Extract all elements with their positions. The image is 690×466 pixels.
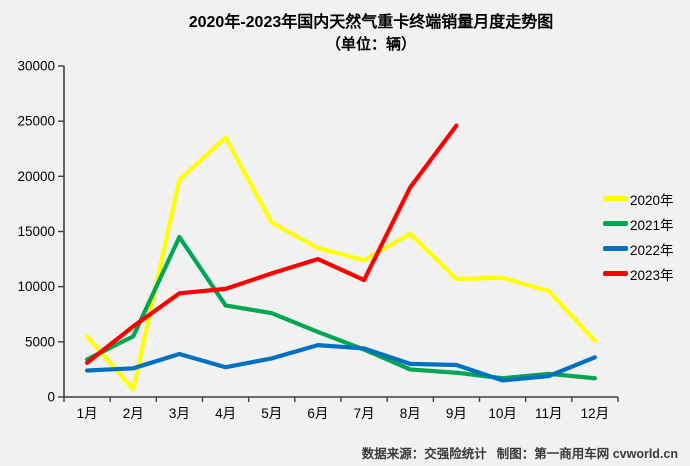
- x-axis-label: 2月: [123, 406, 144, 421]
- x-axis-label: 7月: [354, 406, 375, 421]
- legend-item-2020年: 2020年: [603, 186, 674, 211]
- series-line-2023年: [84, 123, 459, 365]
- x-axis-label: 12月: [581, 406, 610, 421]
- y-tick-label: 30000: [17, 59, 55, 74]
- chart-credit-text: 制图：第一商用车网 cvworld.cn: [496, 447, 678, 461]
- legend-swatch-2022年: [603, 246, 628, 251]
- legend-label-2020年: 2020年: [630, 192, 674, 208]
- y-tick-label: 25000: [17, 114, 55, 129]
- chart-title-line2: （单位：辆）: [325, 36, 416, 54]
- data-source-text: 数据来源：交强险统计: [361, 447, 487, 461]
- x-axis-label: 5月: [261, 406, 282, 421]
- legend-swatch-2021年: [603, 221, 628, 226]
- series-line-2022年: [84, 343, 598, 383]
- legend: 2020年 2021年 2022年 2023年: [603, 186, 674, 286]
- legend-item-2022年: 2022年: [603, 236, 674, 261]
- x-axis-label: 9月: [446, 406, 467, 421]
- series-line-2021年: [84, 234, 598, 381]
- x-axis-label: 11月: [535, 406, 563, 421]
- footer-credits: 数据来源：交强险统计 制图：第一商用车网 cvworld.cn: [352, 443, 678, 462]
- y-tick-label: 20000: [17, 169, 55, 184]
- legend-label-2023年: 2023年: [630, 267, 674, 283]
- legend-swatch-2020年: [603, 196, 628, 201]
- legend-label-2021年: 2021年: [630, 217, 674, 233]
- legend-item-2023年: 2023年: [603, 261, 674, 286]
- chart-title: 2020年-2023年国内天然气重卡终端销量月度走势图 （单位：辆）: [60, 12, 682, 55]
- y-tick-label: 15000: [17, 224, 55, 239]
- legend-item-2021年: 2021年: [603, 211, 674, 236]
- legend-label-2022年: 2022年: [630, 242, 674, 258]
- x-axis-label: 10月: [488, 406, 517, 421]
- x-axis-label: 8月: [400, 406, 421, 421]
- legend-swatch-2023年: [603, 271, 628, 276]
- series-line-2020年: [84, 135, 598, 392]
- x-axis-label: 4月: [215, 406, 236, 421]
- y-tick-label: 5000: [25, 334, 55, 349]
- chart-title-line1: 2020年-2023年国内天然气重卡终端销量月度走势图: [188, 14, 554, 31]
- y-tick-label: 10000: [17, 279, 55, 294]
- y-tick-label: 0: [47, 390, 55, 405]
- x-axis-label: 1月: [77, 406, 98, 421]
- x-axis-label: 6月: [307, 406, 328, 421]
- x-axis-label: 3月: [169, 406, 190, 421]
